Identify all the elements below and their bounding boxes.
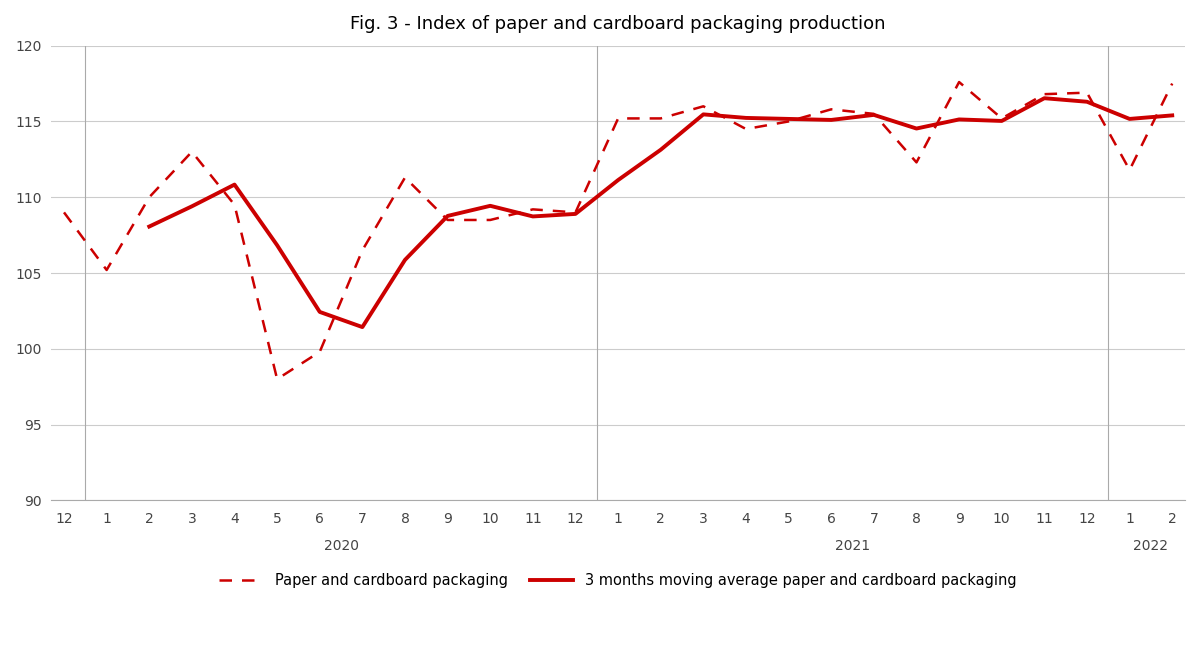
Paper and cardboard packaging <box>440 216 455 224</box>
3 months moving average paper and cardboard packaging <box>739 114 754 122</box>
3 months moving average paper and cardboard packaging <box>611 176 625 184</box>
Paper and cardboard packaging <box>569 208 583 216</box>
Text: 2020: 2020 <box>324 539 359 553</box>
3 months moving average paper and cardboard packaging <box>270 241 284 249</box>
Paper and cardboard packaging <box>185 148 199 156</box>
3 months moving average paper and cardboard packaging <box>1080 98 1094 106</box>
Text: 2021: 2021 <box>835 539 870 553</box>
3 months moving average paper and cardboard packaging <box>824 116 839 124</box>
Paper and cardboard packaging <box>739 125 754 133</box>
3 months moving average paper and cardboard packaging <box>1037 94 1051 103</box>
Paper and cardboard packaging <box>100 266 114 274</box>
3 months moving average paper and cardboard packaging <box>312 308 326 316</box>
Paper and cardboard packaging <box>781 117 796 125</box>
3 months moving average paper and cardboard packaging <box>526 212 540 220</box>
Paper and cardboard packaging <box>56 208 71 216</box>
3 months moving average paper and cardboard packaging <box>781 115 796 123</box>
Paper and cardboard packaging <box>312 348 326 356</box>
Paper and cardboard packaging <box>526 205 540 213</box>
Paper and cardboard packaging <box>1080 88 1094 96</box>
3 months moving average paper and cardboard packaging <box>654 145 668 153</box>
Paper and cardboard packaging <box>696 103 710 111</box>
Text: 2022: 2022 <box>1134 539 1169 553</box>
3 months moving average paper and cardboard packaging <box>952 115 966 123</box>
Paper and cardboard packaging <box>1037 90 1051 98</box>
Paper and cardboard packaging <box>866 110 881 118</box>
3 months moving average paper and cardboard packaging <box>1122 115 1136 123</box>
3 months moving average paper and cardboard packaging <box>696 111 710 119</box>
3 months moving average paper and cardboard packaging <box>142 222 156 230</box>
Paper and cardboard packaging <box>995 115 1009 123</box>
Paper and cardboard packaging <box>355 247 370 255</box>
Paper and cardboard packaging <box>227 201 241 209</box>
3 months moving average paper and cardboard packaging <box>355 323 370 331</box>
Paper and cardboard packaging <box>611 115 625 123</box>
3 months moving average paper and cardboard packaging <box>185 202 199 210</box>
Line: 3 months moving average paper and cardboard packaging: 3 months moving average paper and cardbo… <box>149 98 1172 327</box>
Paper and cardboard packaging <box>484 216 498 224</box>
Paper and cardboard packaging <box>910 158 924 166</box>
Paper and cardboard packaging <box>1165 80 1180 88</box>
Paper and cardboard packaging <box>824 105 839 113</box>
Paper and cardboard packaging <box>142 193 156 201</box>
3 months moving average paper and cardboard packaging <box>484 202 498 210</box>
Paper and cardboard packaging <box>270 375 284 383</box>
3 months moving average paper and cardboard packaging <box>1165 111 1180 119</box>
3 months moving average paper and cardboard packaging <box>440 212 455 220</box>
Paper and cardboard packaging <box>397 174 412 182</box>
Paper and cardboard packaging <box>952 78 966 86</box>
3 months moving average paper and cardboard packaging <box>910 125 924 133</box>
3 months moving average paper and cardboard packaging <box>397 256 412 264</box>
3 months moving average paper and cardboard packaging <box>569 210 583 218</box>
3 months moving average paper and cardboard packaging <box>995 117 1009 125</box>
Legend: Paper and cardboard packaging, 3 months moving average paper and cardboard packa: Paper and cardboard packaging, 3 months … <box>214 567 1022 594</box>
3 months moving average paper and cardboard packaging <box>866 111 881 119</box>
3 months moving average paper and cardboard packaging <box>227 181 241 189</box>
Paper and cardboard packaging <box>654 115 668 123</box>
Title: Fig. 3 - Index of paper and cardboard packaging production: Fig. 3 - Index of paper and cardboard pa… <box>350 15 886 33</box>
Line: Paper and cardboard packaging: Paper and cardboard packaging <box>64 82 1172 379</box>
Paper and cardboard packaging <box>1122 166 1136 174</box>
